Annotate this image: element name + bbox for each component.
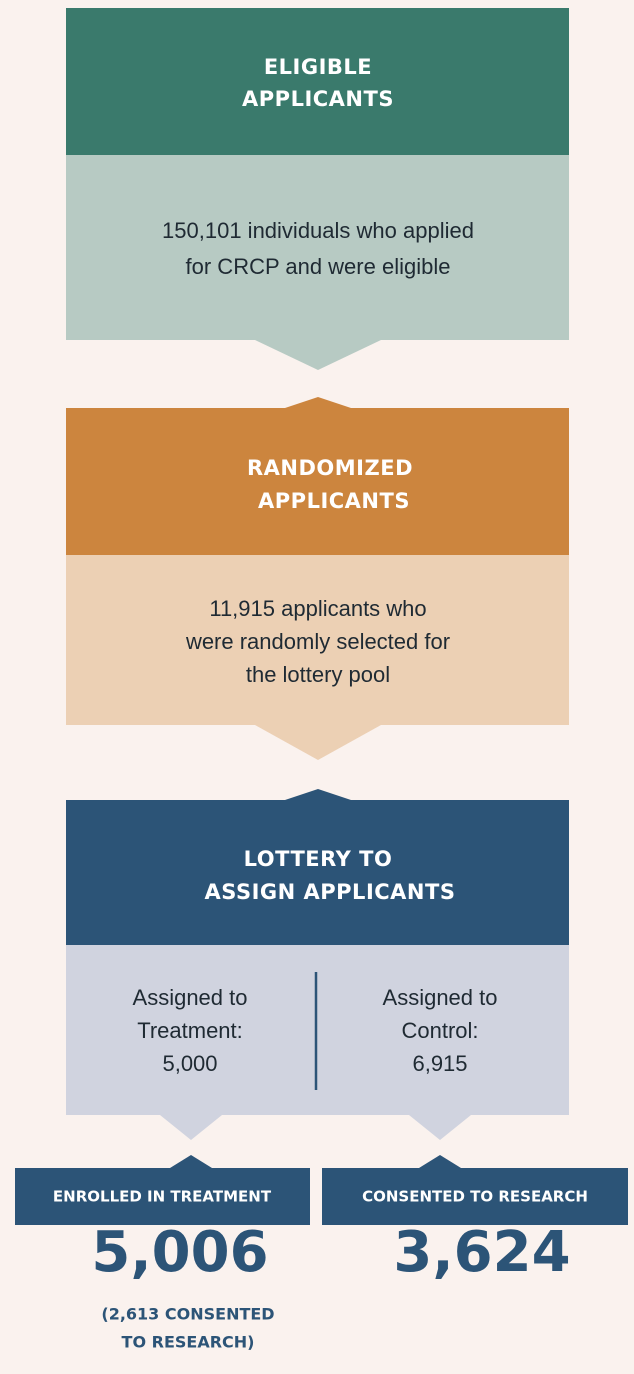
arrow-up <box>419 1155 461 1168</box>
stage-header <box>66 800 569 945</box>
stage-title: ELIGIBLE <box>264 55 372 79</box>
stage-title: APPLICANTS <box>242 87 394 111</box>
stage-title: ASSIGN APPLICANTS <box>205 880 456 904</box>
column-line: Control: <box>401 1018 478 1043</box>
stage-header <box>66 8 569 155</box>
arrow-up <box>285 789 351 800</box>
arrow-down <box>255 725 381 760</box>
stage-title: RANDOMIZED <box>247 456 413 480</box>
arrow-up <box>170 1155 212 1168</box>
stage-description: 11,915 applicants who <box>209 596 426 621</box>
stage-title: LOTTERY TO <box>244 847 393 871</box>
stage-header <box>66 408 569 555</box>
column-line: Assigned to <box>383 985 498 1010</box>
outcome-label: ENROLLED IN TREATMENT <box>53 1188 272 1206</box>
arrow-down <box>409 1115 471 1140</box>
stage-description: 150,101 individuals who applied <box>162 218 474 243</box>
outcome-label-bar <box>15 1168 310 1225</box>
column-line: 6,915 <box>412 1051 467 1076</box>
outcome-note: TO RESEARCH) <box>122 1333 255 1352</box>
stage-body <box>66 155 569 340</box>
outcome-label-bar <box>322 1168 628 1225</box>
stage-description: for CRCP and were eligible <box>186 254 451 279</box>
arrow-down <box>160 1115 222 1140</box>
stage-description: were randomly selected for <box>185 629 450 654</box>
outcome-label: CONSENTED TO RESEARCH <box>362 1188 588 1206</box>
arrow-down <box>255 340 381 370</box>
stage-description: the lottery pool <box>246 662 390 687</box>
outcome-value: 3,624 <box>393 1220 570 1285</box>
outcome-note: (2,613 CONSENTED <box>101 1305 274 1324</box>
arrow-up <box>285 397 351 408</box>
column-line: Assigned to <box>133 985 248 1010</box>
stage-body <box>66 945 569 1115</box>
stage-body <box>66 555 569 725</box>
column-line: 5,000 <box>162 1051 217 1076</box>
column-line: Treatment: <box>137 1018 243 1043</box>
stage-title: APPLICANTS <box>258 489 410 513</box>
outcome-value: 5,006 <box>91 1220 268 1285</box>
